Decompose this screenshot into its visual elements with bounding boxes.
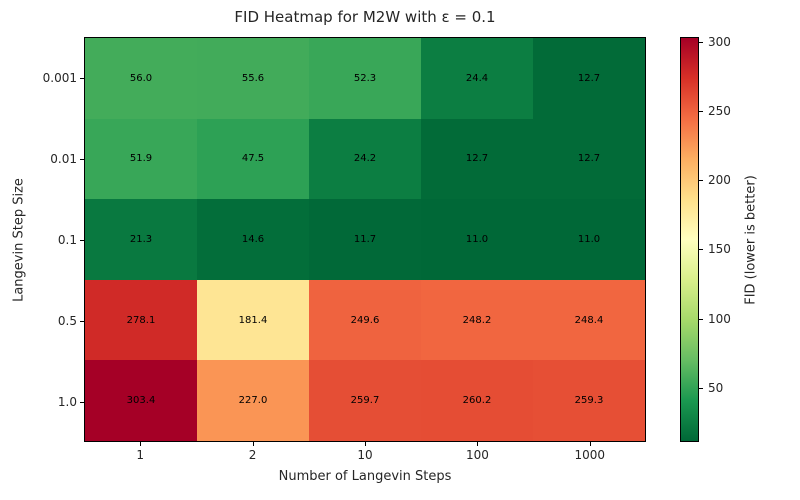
colorbar-tick-mark — [699, 387, 703, 389]
heatmap-grid: 56.0 55.6 52.3 24.4 12.7 51.9 47.5 24.2 12.7 12.7… — [84, 37, 646, 442]
heatmap-cell: 55.6 — [197, 38, 309, 119]
heatmap-cell: 52.3 — [309, 38, 421, 119]
cell-value: 249.6 — [350, 314, 380, 326]
x-tick-mark — [140, 442, 142, 446]
cell-value: 260.2 — [462, 395, 492, 407]
heatmap-cell: 259.3 — [533, 360, 645, 441]
colorbar — [680, 37, 699, 442]
heatmap-cell: 24.4 — [421, 38, 533, 119]
heatmap-cell: 303.4 — [85, 360, 197, 441]
cell-value: 12.7 — [577, 153, 601, 165]
heatmap-cell: 24.2 — [309, 118, 421, 200]
cell-value: 12.7 — [465, 153, 489, 165]
heatmap-cell: 259.7 — [309, 360, 421, 441]
y-tick-mark — [80, 239, 84, 241]
x-tick-mark — [589, 442, 591, 446]
cell-value: 181.4 — [238, 314, 268, 326]
heatmap-cell: 12.7 — [533, 118, 645, 200]
cell-value: 303.4 — [126, 395, 156, 407]
heatmap-cell: 14.6 — [197, 199, 309, 280]
cell-value: 278.1 — [126, 314, 156, 326]
y-tick-label: 0.1 — [57, 232, 77, 247]
heatmap-cell: 56.0 — [85, 38, 197, 119]
heatmap-cell: 11.7 — [309, 199, 421, 280]
cell-value: 12.7 — [577, 72, 601, 84]
x-tick-label: 1000 — [574, 448, 606, 462]
x-tick-label: 10 — [357, 448, 373, 462]
cell-value: 24.2 — [353, 153, 377, 165]
heatmap-cell: 47.5 — [197, 118, 309, 200]
colorbar-tick-mark — [699, 110, 703, 112]
cell-value: 24.4 — [465, 72, 489, 84]
cell-value: 11.7 — [353, 233, 377, 245]
cell-value: 11.0 — [577, 233, 601, 245]
y-tick-mark — [80, 401, 84, 403]
cell-value: 21.3 — [129, 233, 153, 245]
y-tick-label: 0.01 — [50, 151, 77, 166]
y-tick-label: 0.5 — [57, 313, 77, 328]
colorbar-tick-mark — [699, 41, 703, 43]
cell-value: 259.7 — [350, 395, 380, 407]
heatmap-cell: 11.0 — [533, 199, 645, 280]
x-axis-label: Number of Langevin Steps — [278, 469, 452, 484]
cell-value: 51.9 — [129, 153, 153, 165]
colorbar-tick-mark — [699, 180, 703, 182]
y-tick-mark — [80, 77, 84, 79]
colorbar-tick-mark — [699, 318, 703, 320]
heatmap-cell: 248.2 — [421, 279, 533, 361]
x-tick-mark — [252, 442, 254, 446]
colorbar-tick-mark — [699, 249, 703, 251]
cell-value: 56.0 — [129, 72, 153, 84]
y-tick-label: 0.001 — [42, 70, 77, 85]
colorbar-tick-label: 50 — [708, 380, 724, 395]
heatmap-cell: 12.7 — [421, 118, 533, 200]
cell-value: 47.5 — [241, 153, 265, 165]
cell-value: 227.0 — [238, 395, 268, 407]
chart-title: FID Heatmap for M2W with ε = 0.1 — [234, 8, 496, 26]
heatmap-cell: 227.0 — [197, 360, 309, 441]
x-tick-mark — [477, 442, 479, 446]
heatmap-cell: 21.3 — [85, 199, 197, 280]
colorbar-tick-label: 200 — [708, 173, 731, 188]
heatmap-cell: 11.0 — [421, 199, 533, 280]
colorbar-tick-label: 300 — [708, 34, 731, 49]
x-tick-label: 100 — [465, 448, 489, 462]
heatmap-cell: 278.1 — [85, 279, 197, 361]
cell-value: 11.0 — [465, 233, 489, 245]
heatmap-cell: 260.2 — [421, 360, 533, 441]
cell-value: 259.3 — [574, 395, 604, 407]
heatmap-cell: 181.4 — [197, 279, 309, 361]
y-tick-label: 1.0 — [57, 394, 77, 409]
colorbar-tick-label: 250 — [708, 103, 731, 118]
x-tick-mark — [365, 442, 366, 446]
colorbar-label: FID (lower is better) — [743, 175, 759, 305]
heatmap-cell: 248.4 — [533, 279, 645, 361]
colorbar-tick-label: 100 — [708, 311, 731, 326]
x-tick-label: 2 — [248, 448, 257, 462]
colorbar-tick-label: 150 — [708, 242, 731, 257]
cell-value: 55.6 — [241, 72, 265, 84]
x-tick-label: 1 — [136, 448, 144, 462]
y-tick-mark — [80, 320, 84, 322]
cell-value: 248.4 — [574, 314, 604, 326]
heatmap-cell: 12.7 — [533, 38, 645, 119]
cell-value: 52.3 — [353, 72, 377, 84]
cell-value: 14.6 — [241, 233, 265, 245]
cell-value: 248.2 — [462, 314, 492, 326]
heatmap-cell: 249.6 — [309, 279, 421, 361]
y-tick-mark — [80, 158, 84, 160]
heatmap-cell: 51.9 — [85, 118, 197, 200]
